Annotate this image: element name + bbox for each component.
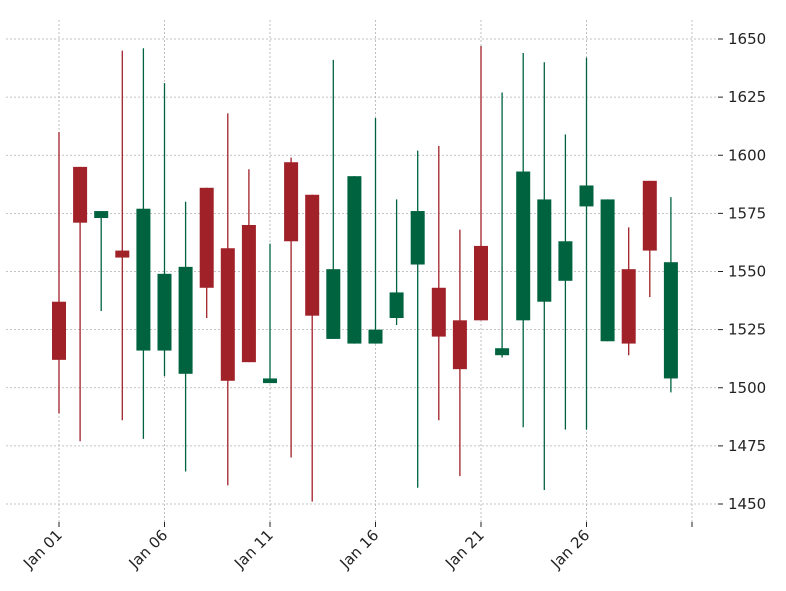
- candle-body: [452, 320, 467, 370]
- y-tick-label: 1600: [728, 146, 766, 164]
- candle-body: [558, 241, 573, 281]
- candle-body: [115, 250, 130, 258]
- candle-body: [516, 171, 531, 321]
- candle-body: [220, 248, 235, 381]
- candle-body: [537, 199, 552, 302]
- candle-body: [241, 225, 256, 363]
- y-tick-label: 1475: [728, 437, 766, 455]
- y-tick-label: 1575: [728, 204, 766, 222]
- y-tick-label: 1450: [728, 495, 766, 513]
- candle-body: [199, 187, 214, 288]
- y-tick-label: 1550: [728, 263, 766, 281]
- x-tick-label: Jan 21: [441, 526, 488, 573]
- candle-body: [600, 199, 615, 342]
- x-tick-label: Jan 11: [230, 526, 277, 573]
- candle-body: [73, 166, 88, 223]
- candle-body: [621, 269, 636, 344]
- candle-body: [52, 301, 66, 360]
- candle-body: [94, 211, 109, 219]
- candle-body: [326, 269, 341, 339]
- candle-body: [305, 194, 320, 316]
- candle-body: [347, 176, 362, 344]
- x-tick-label: Jan 26: [547, 526, 594, 573]
- y-tick-label: 1500: [728, 379, 766, 397]
- candle-body: [389, 292, 404, 318]
- candle-body: [474, 245, 488, 321]
- y-tick-label: 1525: [728, 321, 766, 339]
- candle-body: [136, 208, 151, 351]
- candle-body: [178, 266, 193, 374]
- candle-body: [368, 329, 383, 344]
- candle-body: [410, 211, 425, 265]
- candles-layer: [52, 45, 678, 502]
- candle-body: [663, 262, 678, 379]
- candle-body: [642, 180, 657, 251]
- candle-body: [579, 185, 594, 207]
- x-tick-label: Jan 16: [336, 526, 383, 573]
- candle-body: [495, 348, 510, 356]
- x-tick-label: Jan 01: [19, 526, 66, 573]
- candle-body: [431, 287, 446, 337]
- candle-body: [284, 162, 299, 242]
- y-tick-label: 1650: [728, 30, 766, 48]
- candle-body: [157, 273, 172, 351]
- grid-layer: [6, 20, 718, 522]
- y-tick-label: 1625: [728, 88, 766, 106]
- candle-body: [263, 378, 277, 384]
- x-tick-label: Jan 06: [125, 526, 172, 573]
